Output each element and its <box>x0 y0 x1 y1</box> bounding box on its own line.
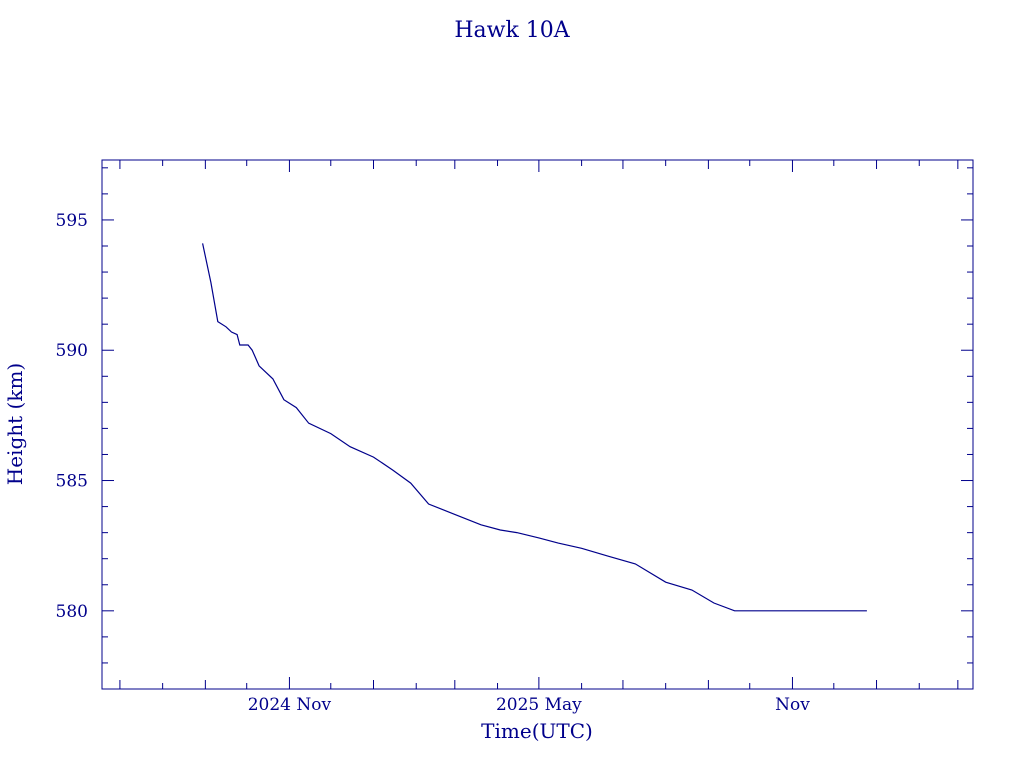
series-line <box>202 243 867 612</box>
y-tick-labels: 580 585 590 595 <box>56 211 88 622</box>
x-axis-label: Time(UTC) <box>481 719 593 743</box>
y-tick-label: 595 <box>56 211 88 231</box>
plot-frame <box>101 159 974 690</box>
y-tick-label: 585 <box>56 472 88 492</box>
chart-title: Hawk 10A <box>454 18 570 43</box>
x-tick-labels: 2024 Nov 2025 May Nov <box>248 695 810 715</box>
tick-marks <box>102 160 973 690</box>
y-tick-label: 580 <box>56 602 88 622</box>
y-tick-label: 590 <box>56 341 88 361</box>
y-axis-label: Height (km) <box>3 363 27 485</box>
x-tick-label: 2024 Nov <box>248 695 332 715</box>
x-tick-label: Nov <box>775 695 810 715</box>
x-tick-label: 2025 May <box>496 695 582 715</box>
